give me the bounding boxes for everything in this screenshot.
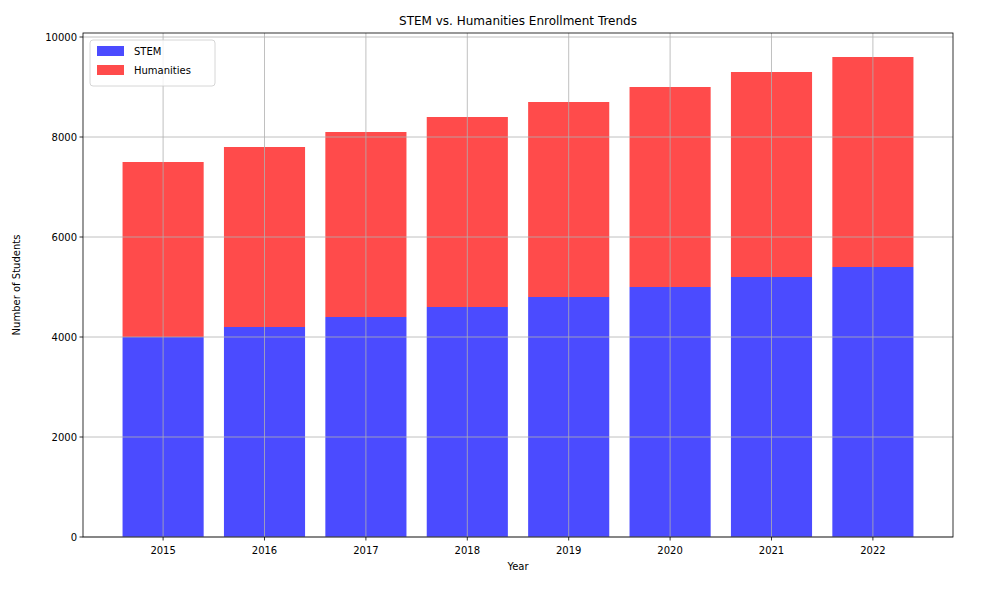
y-tick bbox=[80, 537, 84, 538]
x-tick bbox=[872, 537, 873, 541]
x-tick-label: 2020 bbox=[657, 545, 682, 556]
y-tick bbox=[80, 137, 84, 138]
y-tick bbox=[80, 37, 84, 38]
grid bbox=[83, 33, 953, 537]
x-tick-label: 2022 bbox=[860, 545, 885, 556]
grid-line bbox=[83, 437, 953, 438]
title: STEM vs. Humanities Enrollment Trends bbox=[399, 14, 637, 28]
chart-root: 2015 2016 2017 2018 2019 2020 2021 2022 0 2000 400… bbox=[0, 0, 989, 590]
grid-line bbox=[568, 33, 569, 537]
x-tick bbox=[771, 537, 772, 541]
y-label: Number of Students bbox=[11, 235, 22, 336]
y-tick bbox=[80, 437, 84, 438]
y-tick bbox=[80, 237, 84, 238]
grid-line bbox=[670, 33, 671, 537]
x-tick-label: 2017 bbox=[353, 545, 378, 556]
y-tick bbox=[80, 337, 84, 338]
y-tick-label: 4000 bbox=[52, 332, 77, 343]
plot-frame bbox=[83, 33, 953, 537]
x-tick bbox=[163, 537, 164, 541]
x-tick bbox=[264, 537, 265, 541]
legend-box bbox=[90, 40, 215, 86]
legend-swatch bbox=[97, 65, 124, 75]
grid-line bbox=[872, 33, 873, 537]
x-label: Year bbox=[506, 561, 529, 572]
grid-line bbox=[365, 33, 366, 537]
chart: 2015 2016 2017 2018 2019 2020 2021 2022 0 2000 400… bbox=[0, 0, 989, 590]
legend-swatch bbox=[97, 46, 124, 56]
x-tick-label: 2015 bbox=[150, 545, 175, 556]
grid-line bbox=[83, 137, 953, 138]
legend-label: STEM bbox=[134, 46, 161, 57]
grid-line bbox=[771, 33, 772, 537]
grid-line bbox=[264, 33, 265, 537]
x-tick bbox=[467, 537, 468, 541]
grid-line bbox=[83, 37, 953, 38]
x-tick-label: 2021 bbox=[759, 545, 784, 556]
y-tick-label: 2000 bbox=[52, 432, 77, 443]
grid-line bbox=[83, 337, 953, 338]
legend: STEM Humanities bbox=[90, 40, 215, 86]
y-tick-label: 6000 bbox=[52, 232, 77, 243]
x-tick bbox=[670, 537, 671, 541]
x-tick-label: 2016 bbox=[252, 545, 277, 556]
grid-line bbox=[467, 33, 468, 537]
y-tick-label: 8000 bbox=[52, 132, 77, 143]
x-tick bbox=[365, 537, 366, 541]
legend-label: Humanities bbox=[134, 65, 191, 76]
x-tick-label: 2019 bbox=[556, 545, 581, 556]
x-tick bbox=[568, 537, 569, 541]
bars bbox=[123, 57, 914, 537]
x-tick-label: 2018 bbox=[455, 545, 480, 556]
background bbox=[0, 0, 989, 590]
y-tick-label: 10000 bbox=[45, 32, 77, 43]
axes: 2015 2016 2017 2018 2019 2020 2021 2022 0 2000 400… bbox=[45, 32, 885, 557]
grid-line bbox=[163, 33, 164, 537]
y-tick-label: 0 bbox=[71, 532, 77, 543]
grid-line bbox=[83, 237, 953, 238]
